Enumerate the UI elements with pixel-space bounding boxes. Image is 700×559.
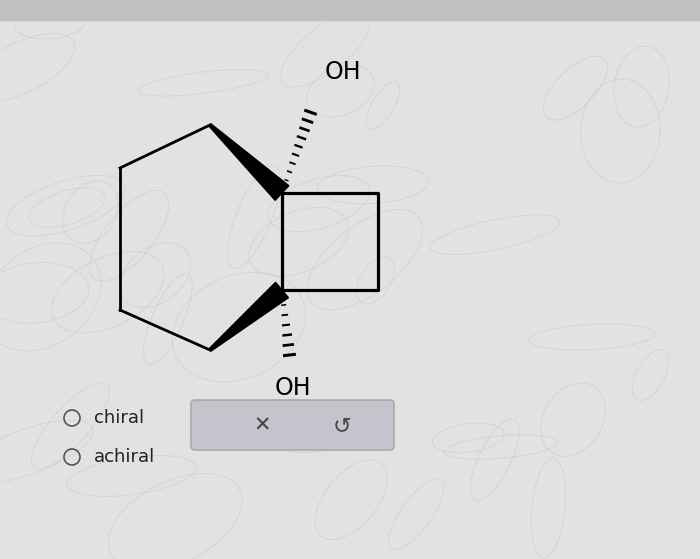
Text: OH: OH [274,376,312,400]
Bar [0,0,700,20]
Polygon shape [209,282,288,351]
Polygon shape [209,124,289,200]
Text: chiral: chiral [94,409,144,427]
Text: OH: OH [325,60,361,84]
Text: ✕: ✕ [253,416,271,436]
FancyBboxPatch shape [191,400,394,450]
Text: achiral: achiral [94,448,155,466]
Text: ↺: ↺ [332,416,351,436]
